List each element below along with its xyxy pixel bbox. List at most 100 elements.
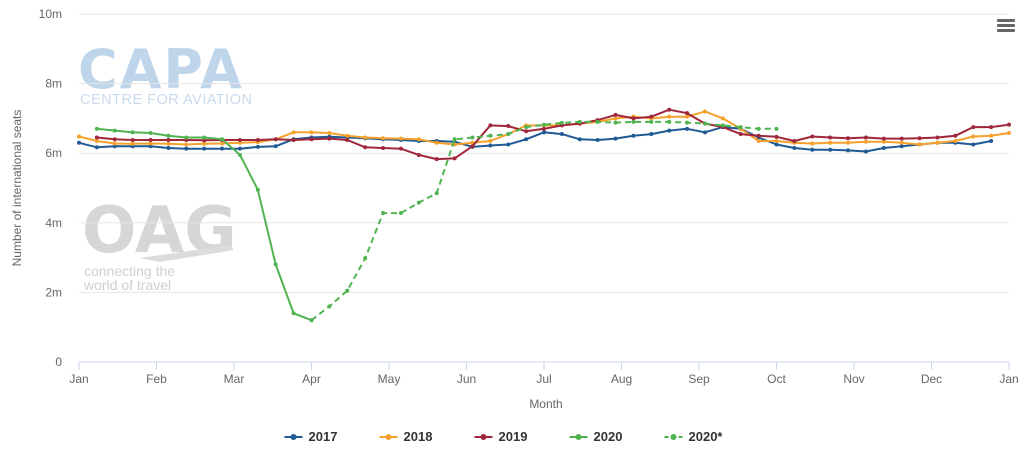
data-point[interactable] xyxy=(846,136,851,141)
series-2020[interactable] xyxy=(94,126,314,323)
data-point[interactable] xyxy=(810,147,815,152)
series-line-2017[interactable] xyxy=(78,126,992,153)
data-point[interactable] xyxy=(685,114,690,119)
data-point[interactable] xyxy=(613,116,618,121)
data-point[interactable] xyxy=(77,140,81,145)
data-point[interactable] xyxy=(685,111,690,116)
data-point[interactable] xyxy=(846,140,851,145)
data-point[interactable] xyxy=(220,141,225,146)
data-point[interactable] xyxy=(702,130,707,135)
data-point[interactable] xyxy=(309,318,314,323)
data-point[interactable] xyxy=(863,139,868,144)
data-point[interactable] xyxy=(220,146,225,151)
data-point[interactable] xyxy=(363,135,368,140)
data-point[interactable] xyxy=(631,119,636,124)
data-point[interactable] xyxy=(792,139,797,144)
data-point[interactable] xyxy=(327,304,332,309)
data-point[interactable] xyxy=(345,288,350,293)
data-point[interactable] xyxy=(542,130,546,135)
data-point[interactable] xyxy=(148,144,153,149)
data-point[interactable] xyxy=(881,139,886,144)
data-point[interactable] xyxy=(416,137,421,142)
data-point[interactable] xyxy=(363,145,368,150)
data-point[interactable] xyxy=(345,137,350,142)
data-point[interactable] xyxy=(971,134,976,139)
data-point[interactable] xyxy=(613,136,618,141)
data-point[interactable] xyxy=(1007,131,1011,136)
data-point[interactable] xyxy=(774,139,779,144)
data-point[interactable] xyxy=(1007,122,1011,127)
data-point[interactable] xyxy=(452,156,457,161)
data-point[interactable] xyxy=(327,131,332,136)
data-point[interactable] xyxy=(917,136,922,141)
data-point[interactable] xyxy=(148,141,153,146)
data-point[interactable] xyxy=(273,262,278,267)
data-point[interactable] xyxy=(899,136,904,141)
data-point[interactable] xyxy=(202,135,207,140)
data-point[interactable] xyxy=(309,130,314,135)
data-point[interactable] xyxy=(273,144,278,149)
data-point[interactable] xyxy=(291,137,296,142)
data-point[interactable] xyxy=(470,144,475,149)
data-point[interactable] xyxy=(935,140,940,145)
legend-item-2019[interactable]: 2019 xyxy=(474,429,528,444)
data-point[interactable] xyxy=(166,133,171,138)
hamburger-menu-icon[interactable] xyxy=(994,15,1018,35)
data-point[interactable] xyxy=(524,125,529,130)
data-point[interactable] xyxy=(184,142,189,147)
data-point[interactable] xyxy=(649,132,654,137)
data-point[interactable] xyxy=(506,132,511,137)
data-point[interactable] xyxy=(720,123,725,128)
series-line-2019[interactable] xyxy=(96,108,1010,161)
data-point[interactable] xyxy=(720,116,725,121)
data-point[interactable] xyxy=(774,126,779,131)
data-point[interactable] xyxy=(756,126,761,131)
data-point[interactable] xyxy=(828,147,833,152)
data-point[interactable] xyxy=(112,144,117,149)
data-point[interactable] xyxy=(184,135,189,140)
legend-item-2018[interactable]: 2018 xyxy=(379,429,433,444)
data-point[interactable] xyxy=(524,137,529,142)
data-point[interactable] xyxy=(774,134,779,139)
data-point[interactable] xyxy=(738,132,743,137)
data-point[interactable] xyxy=(202,141,207,146)
data-point[interactable] xyxy=(166,137,171,142)
data-point[interactable] xyxy=(488,133,493,138)
data-point[interactable] xyxy=(166,141,171,146)
data-point[interactable] xyxy=(559,120,564,125)
data-point[interactable] xyxy=(381,145,386,150)
data-point[interactable] xyxy=(649,119,654,124)
data-point[interactable] xyxy=(470,135,475,140)
data-point[interactable] xyxy=(94,126,99,131)
data-point[interactable] xyxy=(649,114,654,119)
data-point[interactable] xyxy=(667,128,672,133)
data-point[interactable] xyxy=(702,109,707,114)
data-point[interactable] xyxy=(255,144,260,149)
data-point[interactable] xyxy=(291,130,296,135)
data-point[interactable] xyxy=(434,157,439,162)
data-point[interactable] xyxy=(953,139,958,144)
data-point[interactable] xyxy=(94,145,99,150)
data-point[interactable] xyxy=(363,256,368,261)
data-point[interactable] xyxy=(810,134,815,139)
data-point[interactable] xyxy=(112,128,117,133)
data-point[interactable] xyxy=(202,138,207,143)
data-point[interactable] xyxy=(828,140,833,145)
legend-item-2020[interactable]: 2020 xyxy=(569,429,623,444)
data-point[interactable] xyxy=(166,145,171,150)
data-point[interactable] xyxy=(184,146,189,151)
data-point[interactable] xyxy=(398,211,403,216)
data-point[interactable] xyxy=(863,135,868,140)
data-point[interactable] xyxy=(255,137,260,142)
data-point[interactable] xyxy=(685,120,690,125)
data-point[interactable] xyxy=(667,107,672,112)
data-point[interactable] xyxy=(112,137,117,142)
data-point[interactable] xyxy=(953,133,958,138)
data-point[interactable] xyxy=(434,191,439,196)
data-point[interactable] xyxy=(577,119,582,124)
data-point[interactable] xyxy=(971,142,976,147)
data-point[interactable] xyxy=(810,141,815,146)
data-point[interactable] xyxy=(613,120,618,125)
series-2020*[interactable] xyxy=(309,119,779,323)
data-point[interactable] xyxy=(237,140,242,145)
